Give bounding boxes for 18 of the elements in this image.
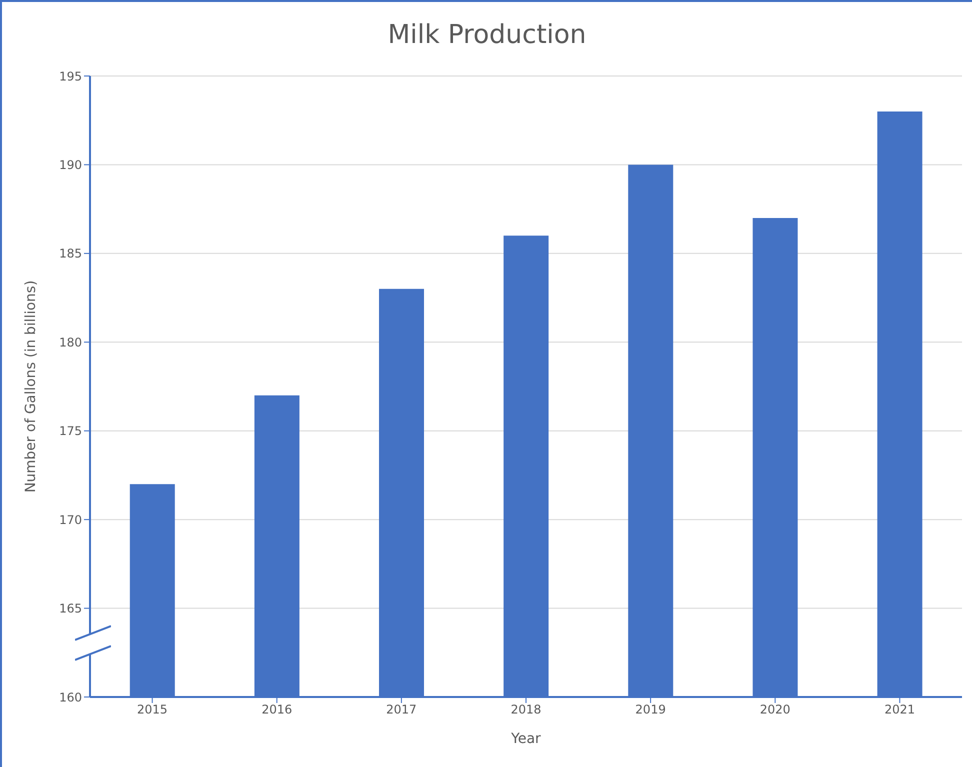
y-tick-label: 160 bbox=[59, 690, 82, 704]
x-tick-label: 2020 bbox=[760, 702, 790, 717]
x-axis-title: Year bbox=[510, 731, 542, 747]
y-axis-title: Number of Gallons (in billions) bbox=[22, 280, 39, 493]
x-tick-label: 2018 bbox=[510, 702, 542, 717]
y-tick-label: 165 bbox=[59, 602, 82, 616]
y-tick-label: 185 bbox=[59, 246, 82, 261]
y-tick-label: 190 bbox=[59, 158, 82, 172]
x-tick-label: 2021 bbox=[884, 702, 915, 717]
y-tick-label: 175 bbox=[59, 424, 82, 438]
chart-title: Milk Production bbox=[386, 20, 588, 50]
x-tick-label: 2015 bbox=[137, 702, 168, 717]
x-tick-label: 2016 bbox=[262, 702, 292, 717]
y-tick-label: 180 bbox=[59, 335, 82, 350]
x-tick-label: 2019 bbox=[635, 702, 666, 717]
x-tick-label: 2017 bbox=[386, 702, 417, 717]
y-tick-label: 170 bbox=[59, 512, 82, 527]
y-tick-label: 195 bbox=[59, 69, 82, 84]
